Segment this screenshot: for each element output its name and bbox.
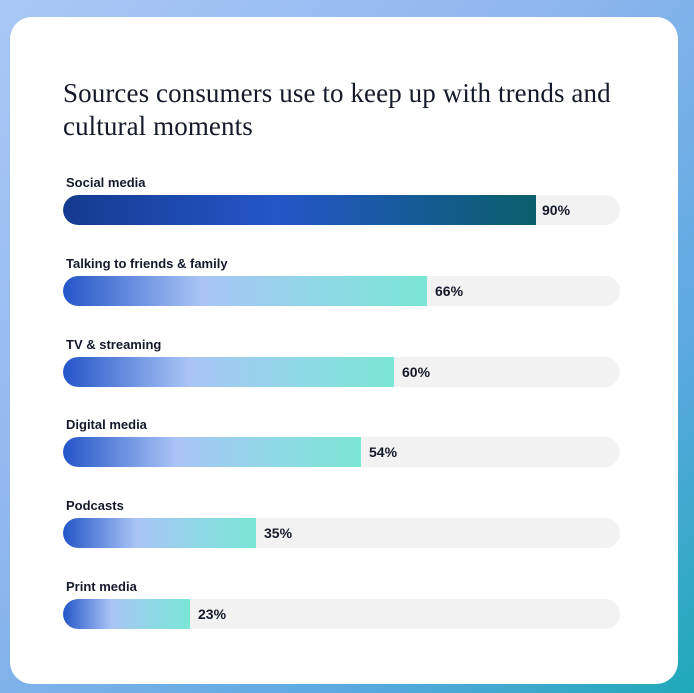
bar-track xyxy=(63,356,620,387)
bar-category-label: Talking to friends & family xyxy=(66,255,228,271)
bar-track xyxy=(63,437,620,468)
bar-track xyxy=(63,195,620,225)
bar-row: Digital media 54% xyxy=(63,417,620,477)
bar-row: Social media 90% xyxy=(63,175,620,235)
bar-category-label: Print media xyxy=(66,579,137,594)
bar-category-label: Digital media xyxy=(66,417,147,433)
bar-row: TV & streaming 60% xyxy=(63,337,620,397)
bar-track xyxy=(63,599,620,629)
bar-fill xyxy=(63,599,190,629)
bar-value-label: 90% xyxy=(542,202,571,218)
bar-fill xyxy=(63,518,256,549)
bar-value-label: 54% xyxy=(369,444,398,461)
chart-title: Sources consumers use to keep up with tr… xyxy=(63,78,611,141)
bar-value-label: 60% xyxy=(402,363,431,380)
bar-row: Podcasts 35% xyxy=(63,498,620,558)
bar-row: Print media 23% xyxy=(63,579,620,639)
bar-value-label: 66% xyxy=(435,282,464,299)
bar-row: Talking to friends & family 66% xyxy=(63,256,620,316)
bar-category-label: Social media xyxy=(66,175,146,190)
bar-category-label: TV & streaming xyxy=(66,336,162,352)
chart-card: Sources consumers use to keep up with tr… xyxy=(10,17,678,684)
bar-fill xyxy=(63,195,536,225)
bar-track xyxy=(63,275,620,306)
bar-fill xyxy=(63,356,394,387)
bar-value-label: 23% xyxy=(198,606,227,622)
bar-fill xyxy=(63,437,361,468)
bar-track xyxy=(63,518,620,549)
bar-fill xyxy=(63,275,427,306)
bar-value-label: 35% xyxy=(264,525,293,542)
bar-category-label: Podcasts xyxy=(66,498,124,514)
